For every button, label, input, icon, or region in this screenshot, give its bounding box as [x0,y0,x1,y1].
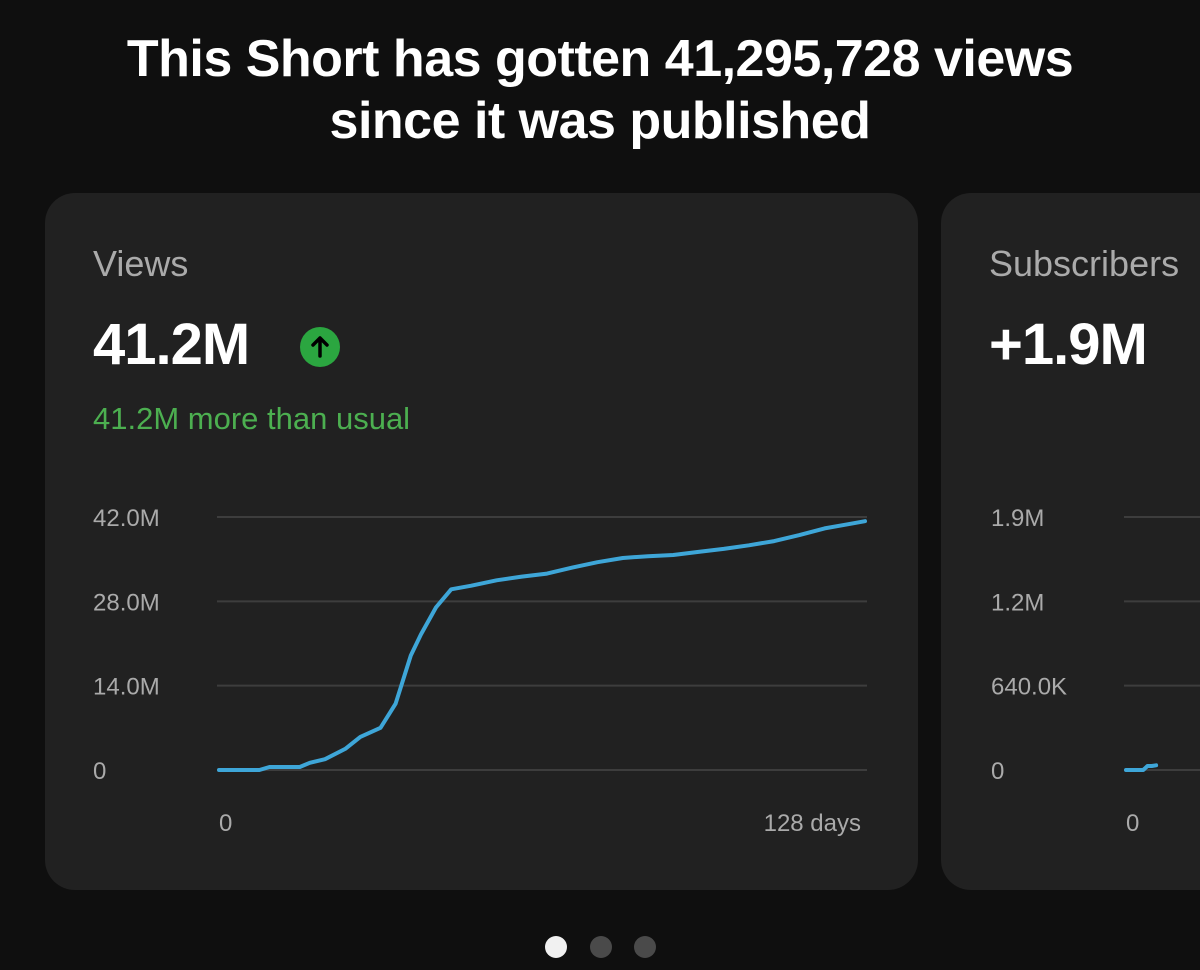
subscribers-value: +1.9M [989,312,1148,377]
views-comparison: 41.2M more than usual [93,401,411,436]
y-tick-label: 28.0M [93,589,160,616]
arrow-up-icon [300,327,340,367]
subscribers-label: Subscribers [989,243,1180,284]
y-tick-label: 1.2M [991,589,1044,616]
views-label: Views [93,243,189,284]
views-chart: 0 14.0M 28.0M 42.0M 0 128 days [93,505,867,837]
views-line [1124,763,1159,772]
views-line [217,519,867,772]
y-tick-label: 0 [93,758,106,785]
headline-line-1: This Short has gotten 41,295,728 views [126,30,1074,88]
views-value: 41.2M [93,312,250,377]
y-tick-label: 640.0K [991,674,1067,701]
y-tick-label: 42.0M [93,505,160,532]
pagination-dots [0,936,1200,958]
x-tick-label: 0 [1126,810,1139,837]
subscribers-chart: 0 640.0K 1.2M 1.9M 0 [991,505,1200,837]
headline-line-2: since it was published [329,92,871,150]
page-dot-3[interactable] [634,936,656,958]
y-tick-label: 0 [991,758,1004,785]
y-tick-label: 1.9M [991,505,1044,532]
x-tick-label: 0 [219,810,232,837]
views-card[interactable]: Views 41.2M 41.2M more than usual 0 14.0M… [45,193,918,890]
page-dot-2[interactable] [590,936,612,958]
subscribers-card[interactable]: Subscribers +1.9M 0 640.0K 1.2M 1.9M 0 [941,193,1200,890]
page-dot-1[interactable] [545,936,567,958]
y-tick-label: 14.0M [93,674,160,701]
headline: This Short has gotten 41,295,728 views s… [0,28,1200,152]
x-tick-label: 128 days [764,810,861,837]
